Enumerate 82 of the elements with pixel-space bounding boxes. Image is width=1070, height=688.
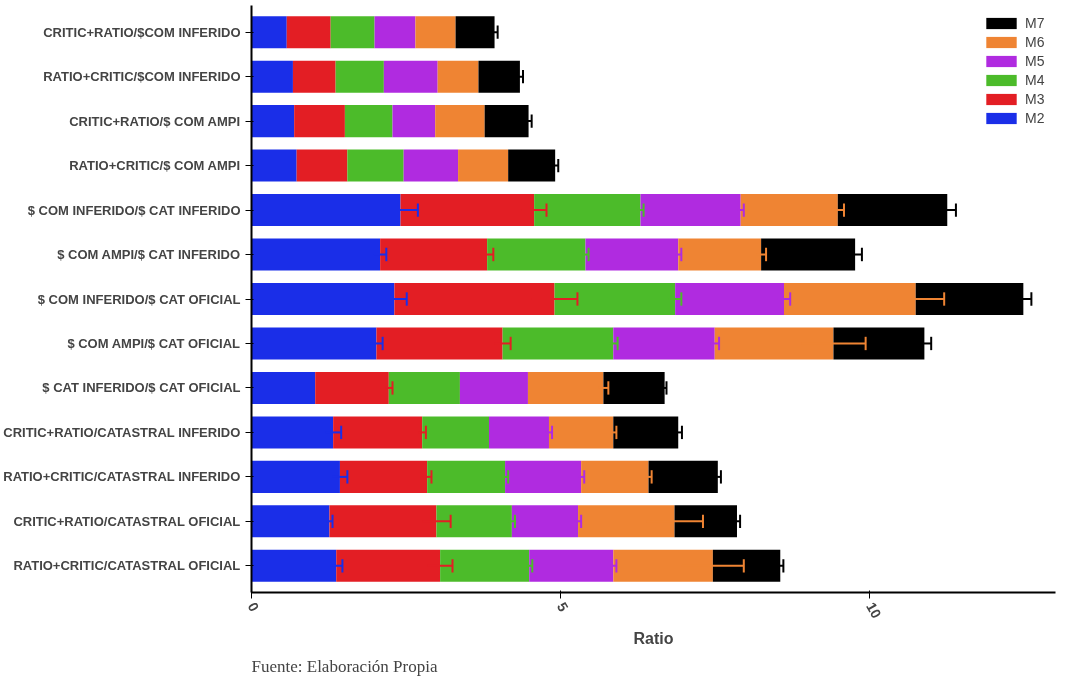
y-tick-label: RATIO+CRITIC/CATASTRAL INFERIDO: [3, 469, 241, 485]
bar: [674, 505, 737, 538]
bar: [648, 460, 718, 493]
bar: [251, 60, 293, 93]
bar: [581, 460, 649, 493]
y-tick-label: RATIO+CRITIC/$ COM AMPI: [69, 158, 241, 174]
x-tick-label: 10: [863, 599, 885, 622]
bar: [548, 416, 614, 449]
bar: [640, 194, 741, 227]
bar: [344, 105, 393, 138]
bar: [508, 149, 556, 182]
bar: [455, 16, 495, 49]
bar: [436, 505, 512, 538]
bar: [502, 327, 614, 360]
y-tick-label: $ COM INFERIDO/$ CAT INFERIDO: [27, 202, 241, 218]
x-tick-label: 5: [553, 599, 572, 615]
bar: [374, 16, 416, 49]
bar: [347, 149, 404, 182]
bar: [613, 327, 715, 360]
bar: [315, 371, 389, 404]
bar: [251, 238, 381, 271]
bar: [527, 371, 604, 404]
bar: [251, 549, 337, 582]
bar: [488, 416, 549, 449]
bar: [440, 549, 530, 582]
bar: [529, 549, 614, 582]
bar: [383, 60, 438, 93]
y-tick-label: CRITIC+RATIO/CATASTRAL INFERIDO: [3, 424, 241, 440]
bar: [422, 416, 489, 449]
bar: [392, 105, 436, 138]
y-tick-label: $ COM AMPI/$ CAT OFICIAL: [67, 335, 241, 351]
y-tick-label: $ COM AMPI/$ CAT INFERIDO: [57, 247, 241, 263]
legend-label: M7: [1025, 15, 1045, 31]
bar: [459, 371, 528, 404]
bar: [678, 238, 762, 271]
y-tick-label: CRITIC+RATIO/$ COM AMPI: [69, 113, 241, 129]
bar: [427, 460, 506, 493]
y-tick-label: RATIO+CRITIC/$COM INFERIDO: [43, 69, 241, 85]
bar: [251, 505, 330, 538]
y-tick-label: $ CAT INFERIDO/$ CAT OFICIAL: [42, 380, 241, 396]
legend-label: M5: [1025, 53, 1045, 69]
legend-label: M6: [1025, 34, 1045, 50]
bar: [380, 238, 488, 271]
bar: [333, 416, 423, 449]
bar: [505, 460, 582, 493]
bar: [437, 60, 479, 93]
bar: [330, 16, 375, 49]
legend-label: M2: [1025, 110, 1045, 126]
bar: [294, 105, 345, 138]
y-tick-label: $ COM INFERIDO/$ CAT OFICIAL: [37, 291, 241, 307]
bar: [712, 549, 781, 582]
bar: [478, 60, 520, 93]
bar: [511, 505, 579, 538]
bar: [585, 238, 679, 271]
bar: [339, 460, 428, 493]
bar: [603, 371, 665, 404]
bar: [554, 282, 676, 316]
bar: [484, 105, 529, 138]
bar: [415, 16, 456, 49]
bar: [251, 371, 316, 404]
legend-label: M4: [1025, 72, 1045, 88]
y-tick-label: CRITIC+RATIO/$COM INFERIDO: [43, 24, 241, 40]
bar: [403, 149, 459, 182]
bar: [534, 194, 641, 227]
bar: [251, 149, 297, 182]
source-note: Fuente: Elaboración Propia: [251, 656, 438, 676]
bar: [292, 60, 336, 93]
legend-label: M3: [1025, 91, 1045, 107]
bar: [613, 416, 679, 449]
bar: [458, 149, 509, 182]
bar: [251, 16, 287, 49]
bar: [335, 60, 384, 93]
x-axis-title: Ratio: [633, 629, 674, 647]
y-tick-label: CRITIC+RATIO/CATASTRAL OFICIAL: [13, 513, 241, 529]
bar: [435, 105, 485, 138]
y-tick-label: RATIO+CRITIC/CATASTRAL OFICIAL: [13, 558, 241, 574]
x-tick-label: 0: [244, 599, 263, 615]
bar: [487, 238, 586, 271]
bar: [296, 149, 348, 182]
bar: [388, 371, 460, 404]
bar: [251, 105, 295, 138]
bar: [286, 16, 331, 49]
